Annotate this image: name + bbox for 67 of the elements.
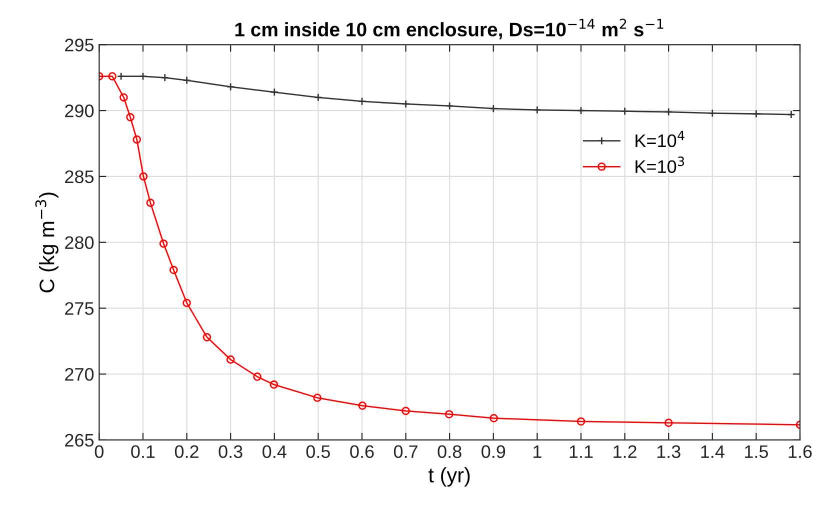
point: [108, 72, 116, 80]
point: [116, 72, 126, 80]
point: [358, 97, 366, 106]
point: [160, 73, 170, 82]
point: [146, 198, 155, 207]
x-tick-label: 0.7: [394, 445, 418, 458]
x-tick-label: 0.4: [262, 445, 286, 458]
point: [132, 135, 142, 144]
point: [402, 406, 410, 416]
x-tick-label: 0.8: [438, 445, 462, 458]
x-tick-label: 1: [534, 445, 542, 458]
point: [664, 108, 673, 116]
x-tick-label: 1.2: [614, 445, 636, 458]
point: [576, 106, 586, 115]
point: [169, 266, 178, 274]
point: [138, 72, 148, 80]
x-tick-label: 0.5: [306, 445, 330, 458]
point: [490, 414, 498, 422]
x-tick-label: 0.9: [482, 445, 506, 458]
point: [444, 410, 454, 418]
y-tick-label: 285: [65, 170, 94, 184]
point: [270, 88, 279, 96]
point: [620, 107, 629, 116]
point: [202, 333, 212, 342]
point: [314, 93, 322, 102]
y-axis-title: C (kg m$^{−3}$): [35, 192, 58, 292]
point: [270, 380, 278, 389]
x-tick-label: 1.6: [788, 445, 812, 458]
point: [576, 417, 586, 426]
point: [126, 112, 134, 122]
point: [664, 418, 673, 427]
point: [253, 372, 262, 381]
point: [708, 109, 717, 118]
x-tick-label: 0.6: [350, 445, 374, 458]
x-tick-label: 0.2: [174, 445, 198, 458]
chart-title: 1 cm inside 10 cm enclosure, Ds=10$^{−14}$ m$^{2}$ s$^{−1}$: [235, 18, 664, 40]
x-tick-label: 1.5: [745, 445, 768, 458]
y-tick-label: 295: [65, 38, 94, 52]
point: [182, 298, 191, 308]
point: [313, 394, 322, 402]
legend-label: K=10$^{3}$: [636, 156, 684, 174]
point: [120, 93, 128, 102]
legend-label: K=10$^{4}$: [636, 130, 684, 148]
x-tick-label: 1.4: [701, 445, 724, 458]
y-tick-label: 280: [65, 236, 94, 250]
x-tick-label: 0: [94, 445, 104, 458]
point: [226, 82, 235, 92]
point: [159, 239, 168, 248]
x-tick-label: 0.1: [131, 445, 155, 458]
y-tick-label: 290: [65, 104, 94, 118]
y-tick-label: 275: [65, 302, 94, 315]
point: [139, 172, 148, 181]
point: [402, 100, 410, 108]
point: [533, 106, 542, 114]
y-tick-label: 265: [65, 434, 94, 447]
y-tick-label: 270: [65, 368, 94, 381]
x-axis-title: t (yr): [428, 467, 470, 487]
x-tick-label: 1.1: [570, 445, 593, 458]
x-tick-label: 1.3: [657, 445, 680, 458]
point: [226, 355, 235, 364]
point: [489, 104, 498, 113]
point: [182, 76, 191, 84]
point: [787, 110, 796, 119]
point: [445, 102, 454, 110]
point: [358, 402, 367, 410]
point: [752, 110, 760, 118]
x-tick-label: 0.3: [218, 445, 242, 458]
